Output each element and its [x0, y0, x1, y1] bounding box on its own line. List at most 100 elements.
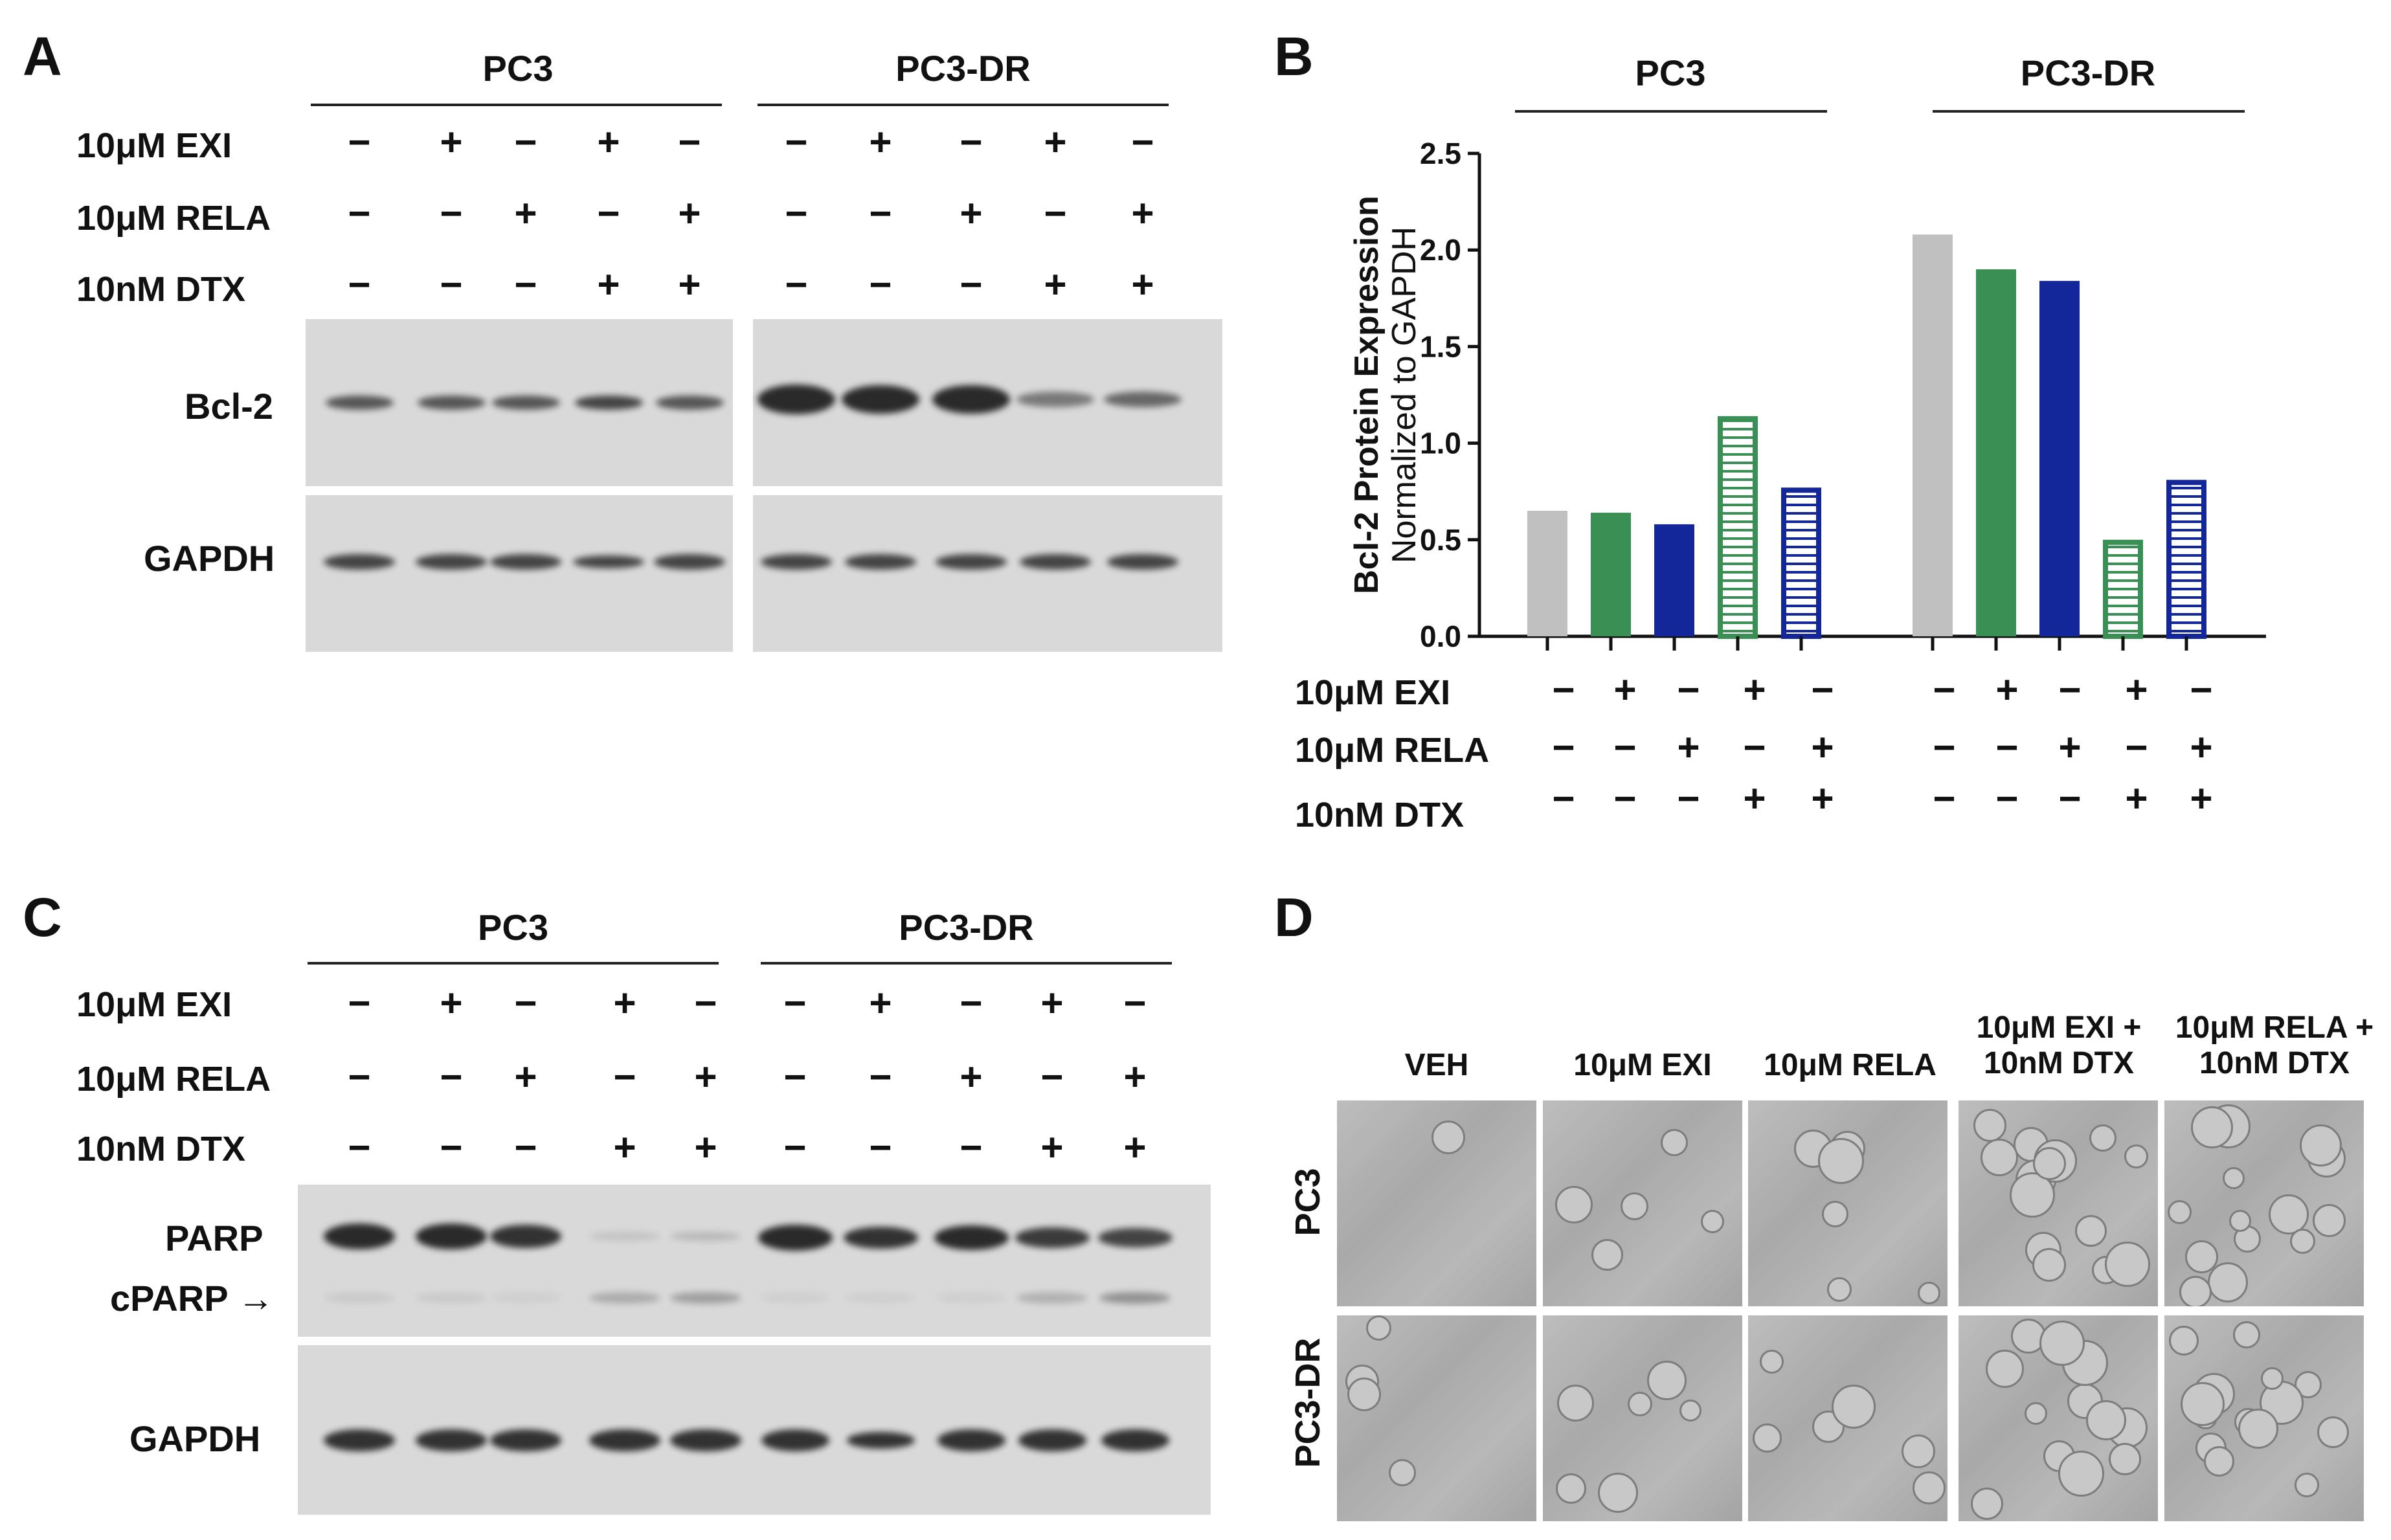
panel-c-band-22 — [490, 1429, 561, 1451]
panel-c-band-3 — [589, 1232, 660, 1241]
panel-a-header-pc3: PC3 — [482, 48, 554, 89]
cell-blob — [1822, 1201, 1848, 1227]
panel-c-sign-r0-c0: − — [348, 981, 371, 1025]
panel-b-sign-r2-c2: − — [1677, 777, 1700, 820]
cell-blob — [1902, 1434, 1935, 1468]
y-tick-label-1: 0.5 — [1420, 523, 1461, 557]
cell-blob — [2033, 1147, 2066, 1180]
panel-a-sign-r1-c0: − — [348, 192, 371, 235]
bar-pc3-1 — [1591, 513, 1631, 636]
cell-blob — [2191, 1106, 2233, 1148]
panel-b-sign-r0-c0: − — [1552, 668, 1575, 711]
panel-a-sign-r0-c5: − — [785, 120, 808, 164]
cell-blob — [2185, 1240, 2218, 1273]
panel-c-label-rela: 10μM RELA — [76, 1060, 271, 1099]
panel-letter-d: D — [1274, 887, 1314, 948]
panel-c-band-24 — [670, 1429, 741, 1451]
panel-a-band-2 — [491, 396, 560, 410]
panel-c-band-10 — [324, 1292, 395, 1304]
panel-b-sign-r1-c3: − — [1743, 726, 1766, 769]
cell-blob — [1701, 1210, 1724, 1233]
panel-c-sign-r1-c6: − — [869, 1055, 892, 1099]
bar-pc3-dr-4 — [2166, 480, 2206, 640]
cell-blob — [2295, 1473, 2319, 1497]
panel-a-sign-r1-c6: − — [869, 192, 892, 235]
panel-a-band-14 — [654, 554, 725, 570]
panel-c-sign-r1-c5: − — [783, 1055, 807, 1099]
panel-c-sign-r0-c6: + — [869, 981, 892, 1025]
panel-c-label-dtx: 10nM DTX — [76, 1130, 246, 1168]
panel-c-blot-label-parp: PARP — [165, 1218, 264, 1258]
micrograph-pc3-2 — [1748, 1100, 1948, 1306]
panel-b-sign-r0-c3: + — [1743, 668, 1766, 711]
cell-blob — [2317, 1416, 2349, 1448]
panel-c-band-7 — [934, 1225, 1009, 1250]
panel-a-line-pc3dr — [758, 104, 1169, 106]
panel-b-sign-r2-c8: + — [2125, 777, 2148, 820]
panel-c-sign-r2-c3: + — [613, 1126, 636, 1169]
bar-pc3-4 — [1781, 487, 1821, 639]
panel-b-sign-r1-c5: − — [1933, 726, 1956, 769]
panel-c-sign-r0-c7: − — [960, 981, 983, 1025]
panel-c-band-17 — [936, 1292, 1007, 1304]
cell-blob — [2300, 1124, 2342, 1166]
panel-letter-b: B — [1274, 26, 1314, 87]
panel-c-band-23 — [589, 1429, 660, 1451]
micrograph-pc3-3 — [1959, 1100, 2158, 1306]
panel-c-band-14 — [670, 1292, 741, 1304]
panel-a-sign-r0-c9: − — [1131, 120, 1154, 164]
panel-b-label-exi: 10μM EXI — [1295, 673, 1451, 712]
panel-a-band-13 — [573, 555, 644, 568]
panel-b-sign-r1-c4: + — [1811, 726, 1834, 769]
panel-c-header-pc3: PC3 — [478, 907, 548, 948]
micrograph-pc3-1 — [1543, 1100, 1742, 1306]
panel-c-band-19 — [1099, 1292, 1171, 1304]
micrograph-pc3dr-2 — [1748, 1315, 1948, 1521]
panel-d-row-label-pc3: PC3 — [1288, 1168, 1327, 1236]
panel-c-sign-r2-c6: − — [869, 1126, 892, 1169]
cell-blob — [2233, 1321, 2260, 1348]
y-tick-label-2: 1.0 — [1420, 427, 1461, 460]
panel-b-sign-r1-c6: − — [1995, 726, 2019, 769]
panel-b-sign-r2-c9: + — [2190, 777, 2213, 820]
panel-a-band-7 — [932, 385, 1010, 414]
panel-c-band-4 — [670, 1232, 741, 1241]
panel-a-band-6 — [842, 385, 919, 414]
cell-blob — [1971, 1488, 2003, 1520]
panel-a-sign-r2-c6: − — [869, 263, 892, 306]
panel-a-blot-label-bcl2: Bcl-2 — [185, 386, 273, 427]
panel-c-band-20 — [324, 1429, 395, 1451]
panel-c-sign-r0-c3: + — [613, 981, 636, 1025]
cell-blob — [2208, 1262, 2248, 1302]
cell-blob — [2039, 1321, 2085, 1366]
cell-blob — [1366, 1315, 1391, 1341]
panel-c-band-18 — [1016, 1292, 1088, 1304]
micrograph-pc3dr-0 — [1337, 1315, 1536, 1521]
panel-c-sign-r2-c7: − — [960, 1126, 983, 1169]
panel-c-sign-r0-c4: − — [694, 981, 717, 1025]
panel-d-row-label-pc3dr: PC3-DR — [1288, 1337, 1327, 1468]
cell-blob — [1555, 1186, 1593, 1223]
panel-a-sign-r1-c9: + — [1131, 192, 1154, 235]
panel-c-sign-r0-c2: − — [514, 981, 537, 1025]
cell-blob — [2086, 1400, 2126, 1440]
panel-b-sign-r2-c3: + — [1743, 777, 1766, 820]
panel-c-band-2 — [490, 1225, 561, 1248]
panel-b-sign-r0-c1: + — [1613, 668, 1637, 711]
panel-b-sign-r2-c5: − — [1933, 777, 1956, 820]
panel-a-sign-r2-c7: − — [960, 263, 983, 306]
panel-c-blot-label-cparp: cPARP → — [110, 1278, 275, 1319]
panel-c-sign-r1-c2: + — [514, 1055, 537, 1099]
panel-c-band-8 — [1015, 1227, 1090, 1248]
panel-b-sign-r1-c2: + — [1677, 726, 1700, 769]
panel-b-sign-r0-c4: − — [1811, 668, 1834, 711]
cell-blob — [2269, 1194, 2309, 1234]
panel-a-sign-r1-c5: − — [785, 192, 808, 235]
cell-blob — [2168, 1200, 2192, 1224]
panel-c-blot-label-gapdh: GAPDH — [129, 1418, 261, 1459]
panel-b-sign-r0-c6: + — [1995, 668, 2019, 711]
micrograph-pc3-0 — [1337, 1100, 1536, 1306]
panel-b-header-pc3dr: PC3-DR — [2020, 52, 2156, 93]
bar-pc3-3 — [1718, 416, 1758, 639]
panel-b-sign-r1-c1: − — [1613, 726, 1637, 769]
